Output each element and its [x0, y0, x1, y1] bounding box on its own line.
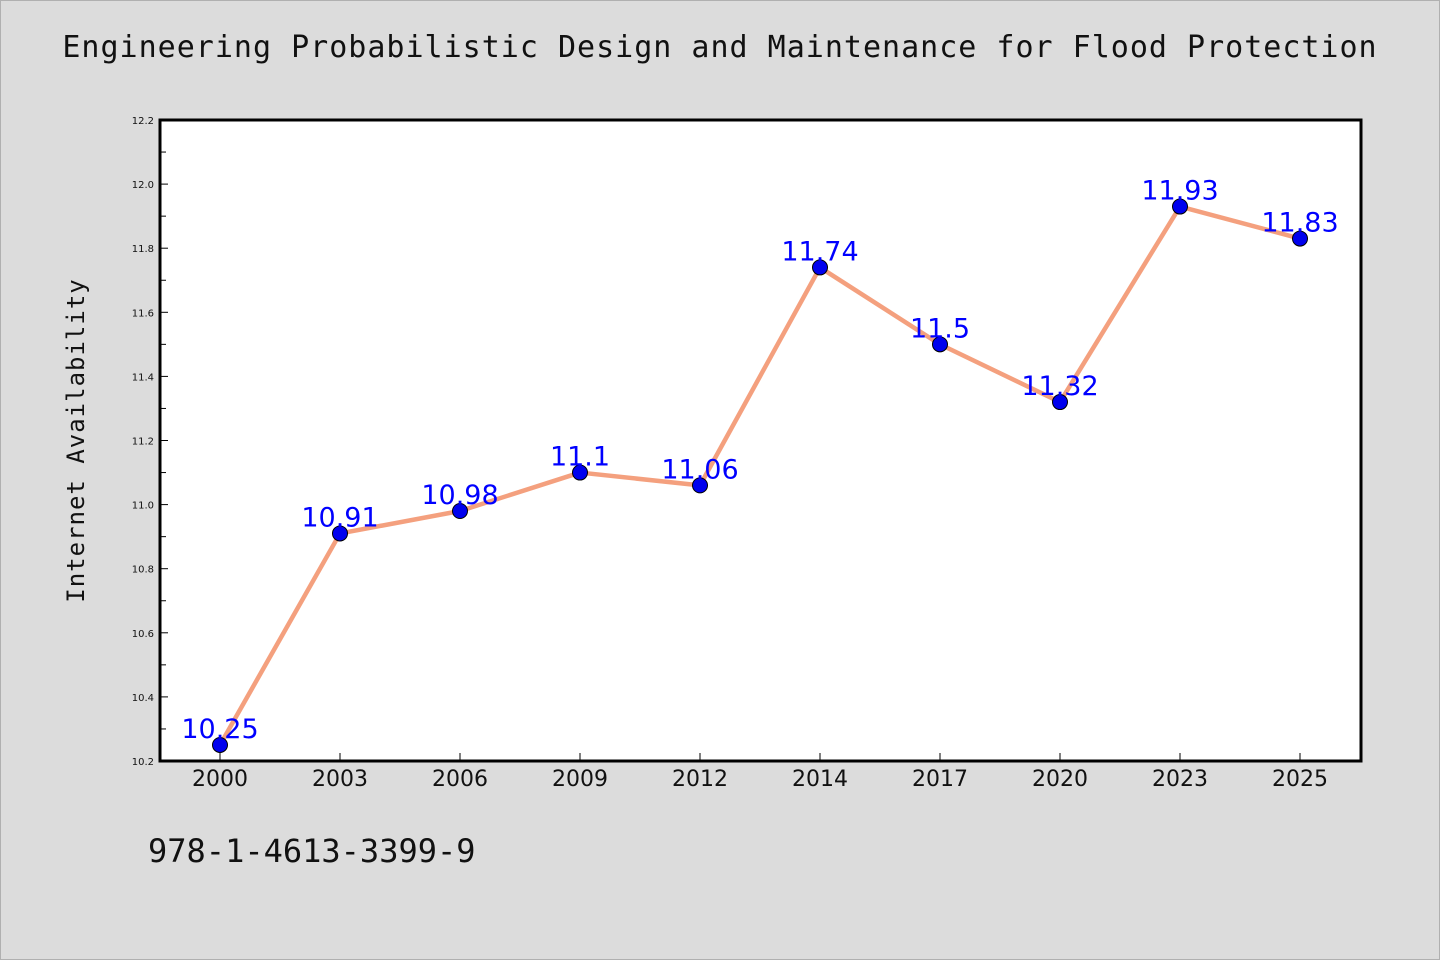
data-point	[212, 736, 228, 753]
isbn-text: 978-1-4613-3399-9	[148, 832, 476, 870]
y-tick-label: 10.4	[132, 693, 154, 704]
data-label: 11.5	[910, 313, 970, 344]
data-label: 10.98	[421, 480, 498, 511]
data-label: 11.32	[1021, 371, 1098, 402]
data-point	[332, 525, 348, 542]
x-tick-label: 2025	[1272, 767, 1328, 792]
plot-area	[158, 118, 1363, 763]
data-point	[452, 503, 468, 520]
y-axis: 10.2 10.4 10.6 10.8 11.0 11.2 11.4 11.6 11.8 12.0…	[132, 116, 168, 768]
y-tick-label: 11.2	[132, 437, 154, 448]
data-point	[932, 336, 948, 353]
y-tick-label: 10.6	[132, 629, 154, 640]
data-point	[692, 477, 708, 494]
data-label: 11.06	[661, 454, 738, 485]
data-label: 11.83	[1261, 208, 1338, 239]
y-tick-label: 11.0	[132, 501, 154, 512]
x-tick-label: 2006	[432, 767, 488, 792]
x-tick-label: 2012	[672, 767, 728, 792]
data-point	[1172, 198, 1188, 215]
data-label: 11.93	[1141, 176, 1218, 207]
data-point	[1052, 394, 1068, 411]
y-tick-label: 10.2	[132, 757, 154, 768]
y-tick-label: 12.2	[132, 116, 154, 127]
y-tick-label: 11.4	[132, 372, 154, 383]
data-point	[572, 464, 588, 481]
data-label: 10.25	[181, 714, 258, 745]
data-point	[1292, 230, 1308, 247]
y-tick-label: 11.6	[132, 308, 154, 319]
data-series: 10.25 10.91 10.98 11.1 11.06 11.74 11.5 11.32 11…	[181, 176, 1339, 753]
x-tick-label: 2023	[1152, 767, 1208, 792]
y-tick-label: 10.8	[132, 565, 154, 576]
data-label: 10.91	[301, 502, 378, 533]
x-tick-label: 2003	[312, 767, 368, 792]
data-label: 11.74	[781, 236, 858, 267]
data-point	[812, 259, 828, 276]
data-label: 11.1	[550, 442, 610, 473]
y-tick-label: 12.0	[132, 180, 154, 191]
series-line	[218, 204, 1301, 747]
x-tick-label: 2009	[552, 767, 608, 792]
x-axis: 2000 2003 2006 2009 2012 2014 2017 2020 2023 2025	[192, 753, 1328, 792]
x-tick-label: 2014	[792, 767, 848, 792]
x-tick-label: 2000	[192, 767, 248, 792]
y-tick-label: 11.8	[132, 244, 154, 255]
x-tick-label: 2020	[1032, 767, 1088, 792]
y-axis-label: Internet Availability	[62, 278, 90, 602]
x-tick-label: 2017	[912, 767, 968, 792]
chart-title: Engineering Probabilistic Design and Mai…	[62, 30, 1378, 65]
